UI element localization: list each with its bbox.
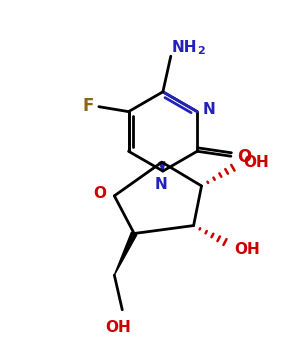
Text: NH: NH: [172, 40, 197, 55]
Text: 2: 2: [198, 46, 205, 56]
Polygon shape: [114, 232, 137, 275]
Text: F: F: [82, 97, 94, 115]
Text: O: O: [93, 186, 106, 201]
Text: O: O: [237, 148, 251, 166]
Text: N: N: [154, 177, 167, 192]
Text: N: N: [202, 102, 215, 117]
Text: OH: OH: [105, 320, 131, 335]
Text: OH: OH: [243, 155, 269, 170]
Text: OH: OH: [234, 242, 260, 257]
Polygon shape: [159, 162, 165, 171]
